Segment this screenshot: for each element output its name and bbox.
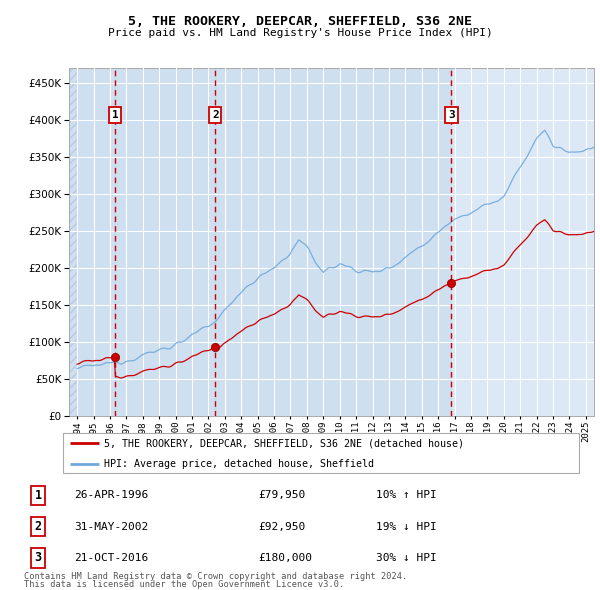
Text: 5, THE ROOKERY, DEEPCAR, SHEFFIELD, S36 2NE: 5, THE ROOKERY, DEEPCAR, SHEFFIELD, S36 …: [128, 15, 472, 28]
Text: Contains HM Land Registry data © Crown copyright and database right 2024.: Contains HM Land Registry data © Crown c…: [24, 572, 407, 581]
Text: 3: 3: [448, 110, 455, 120]
Bar: [69, 68, 77, 416]
Text: 19% ↓ HPI: 19% ↓ HPI: [376, 522, 436, 532]
Text: 26-APR-1996: 26-APR-1996: [74, 490, 148, 500]
Text: 30% ↓ HPI: 30% ↓ HPI: [376, 553, 436, 563]
Bar: [215, 68, 451, 416]
Text: HPI: Average price, detached house, Sheffield: HPI: Average price, detached house, Shef…: [104, 459, 374, 469]
Text: 1: 1: [34, 489, 41, 502]
Bar: [115, 68, 215, 416]
Text: £79,950: £79,950: [259, 490, 305, 500]
Bar: [69, 68, 77, 416]
FancyBboxPatch shape: [62, 433, 580, 473]
Text: 31-MAY-2002: 31-MAY-2002: [74, 522, 148, 532]
Text: 2: 2: [34, 520, 41, 533]
Text: 5, THE ROOKERY, DEEPCAR, SHEFFIELD, S36 2NE (detached house): 5, THE ROOKERY, DEEPCAR, SHEFFIELD, S36 …: [104, 438, 464, 448]
Text: 3: 3: [34, 551, 41, 564]
Text: 21-OCT-2016: 21-OCT-2016: [74, 553, 148, 563]
Text: This data is licensed under the Open Government Licence v3.0.: This data is licensed under the Open Gov…: [24, 580, 344, 589]
Bar: [69, 68, 115, 416]
Text: 2: 2: [212, 110, 219, 120]
Text: Price paid vs. HM Land Registry's House Price Index (HPI): Price paid vs. HM Land Registry's House …: [107, 28, 493, 38]
Text: 1: 1: [112, 110, 119, 120]
Text: 10% ↑ HPI: 10% ↑ HPI: [376, 490, 436, 500]
Text: £92,950: £92,950: [259, 522, 305, 532]
Text: £180,000: £180,000: [259, 553, 313, 563]
